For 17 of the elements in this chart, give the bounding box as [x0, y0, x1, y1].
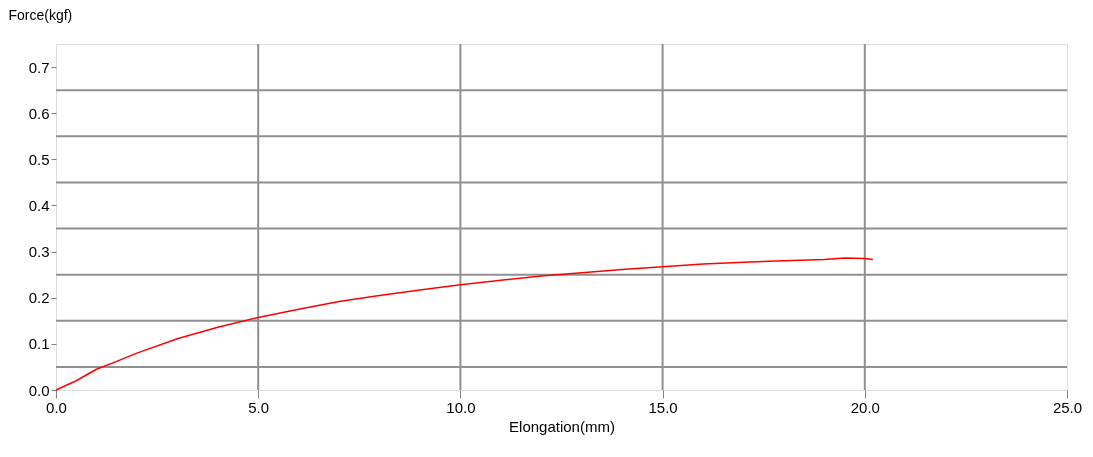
- x-tick-label: 0.0: [46, 398, 67, 416]
- x-tick-label: 20.0: [850, 398, 880, 416]
- x-tick-label: 5.0: [248, 398, 270, 416]
- x-axis-title: Elongation(mm): [509, 417, 615, 435]
- x-tick-label: 25.0: [1052, 398, 1083, 416]
- y-tick-label: 0.2: [28, 289, 50, 307]
- y-tick-label: 0.3: [28, 243, 50, 261]
- x-tick-label: 10.0: [446, 398, 476, 416]
- y-tick-label: 0.1: [28, 335, 50, 353]
- y-tick-label: 0.7: [28, 58, 50, 76]
- y-tick-label: 0.0: [28, 381, 50, 399]
- line-series: [55, 257, 874, 391]
- y-tick-label: 0.4: [28, 196, 50, 214]
- y-tick-label: 0.5: [28, 150, 50, 168]
- y-axis-title: Force(kgf): [8, 6, 73, 23]
- y-tick-label: 0.6: [28, 104, 50, 122]
- x-tick-label: 15.0: [648, 398, 678, 416]
